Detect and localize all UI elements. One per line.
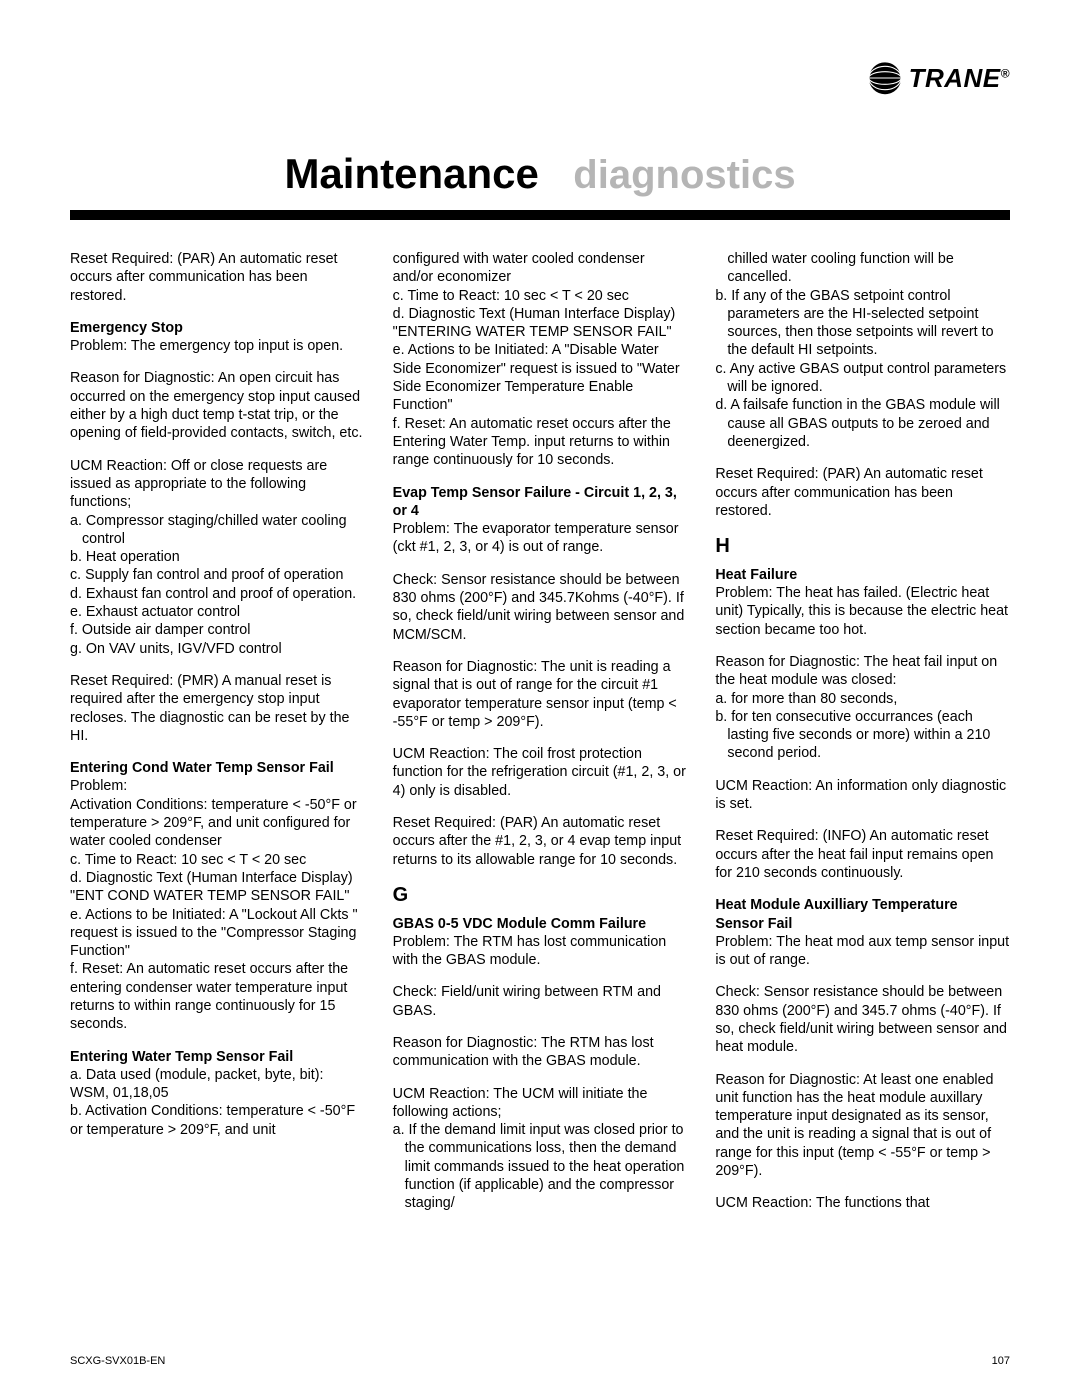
list-item: d. Exhaust fan control and proof of oper… — [70, 585, 365, 603]
list-item: f. Outside air damper control — [70, 621, 365, 639]
body-text: d. Diagnostic Text (Human Interface Disp… — [70, 869, 365, 906]
list-item: g. On VAV units, IGV/VFD control — [70, 640, 365, 658]
brand-logo: TRANE® — [867, 60, 1010, 96]
body-text: Problem: The heat has failed. (Electric … — [715, 584, 1010, 639]
body-text: Reset Required: (INFO) An automatic rese… — [715, 827, 1010, 882]
section-heading: Evap Temp Sensor Failure - Circuit 1, 2,… — [393, 484, 688, 521]
footer-page-number: 107 — [992, 1355, 1010, 1367]
body-text: c. Time to React: 10 sec < T < 20 sec — [393, 287, 688, 305]
body-text: b. Activation Conditions: temperature < … — [70, 1102, 365, 1139]
list-item: b. Heat operation — [70, 548, 365, 566]
list-item: c. Any active GBAS output control parame… — [715, 360, 1010, 397]
body-text: Activation Conditions: temperature < -50… — [70, 796, 365, 851]
body-text: Check: Sensor resistance should be betwe… — [715, 983, 1010, 1056]
body-text: UCM Reaction: Off or close requests are … — [70, 457, 365, 512]
body-text: Reason for Diagnostic: At least one enab… — [715, 1071, 1010, 1181]
body-text: UCM Reaction: An information only diagno… — [715, 777, 1010, 814]
body-text: Problem: The heat mod aux temp sensor in… — [715, 933, 1010, 970]
body-text: Reason for Diagnostic: The RTM has lost … — [393, 1034, 688, 1071]
body-text: e. Actions to be Initiated: A "Disable W… — [393, 341, 688, 414]
body-text: f. Reset: An automatic reset occurs afte… — [70, 960, 365, 1033]
body-text: UCM Reaction: The UCM will initiate the … — [393, 1085, 688, 1122]
section-heading: Entering Cond Water Temp Sensor Fail — [70, 759, 365, 777]
body-text: Reason for Diagnostic: An open circuit h… — [70, 369, 365, 442]
body-text: Reset Required: (PAR) An automatic reset… — [715, 465, 1010, 520]
brand-name: TRANE® — [909, 63, 1010, 94]
page-header: Maintenance diagnostics — [70, 150, 1010, 198]
body-text: f. Reset: An automatic reset occurs afte… — [393, 415, 688, 470]
list-item: a. Compressor staging/chilled water cool… — [70, 512, 365, 549]
list-item: d. A failsafe function in the GBAS modul… — [715, 396, 1010, 451]
body-block: Reason for Diagnostic: The heat fail inp… — [715, 653, 1010, 763]
trane-globe-icon — [867, 60, 903, 96]
body-text: UCM Reaction: The functions that — [715, 1194, 1010, 1212]
list-item: b. If any of the GBAS setpoint control p… — [715, 287, 1010, 360]
footer-doc-id: SCXG-SVX01B-EN — [70, 1355, 165, 1367]
body-text: Reason for Diagnostic: The unit is readi… — [393, 658, 688, 731]
list-item: b. for ten consecutive occurrances (each… — [715, 708, 1010, 763]
section-heading: Heat Failure — [715, 566, 1010, 584]
body-block: Entering Water Temp Sensor Fail a. Data … — [70, 1048, 365, 1139]
section-heading: Entering Water Temp Sensor Fail — [70, 1048, 365, 1066]
body-text: Reset Required: (PMR) A manual reset is … — [70, 672, 365, 745]
body-text: d. Diagnostic Text (Human Interface Disp… — [393, 305, 688, 342]
body-text: Reset Required: (PAR) An automatic reset… — [393, 814, 688, 869]
alpha-index-letter: G — [393, 883, 688, 909]
body-text: Reason for Diagnostic: The heat fail inp… — [715, 653, 1010, 690]
body-columns: Reset Required: (PAR) An automatic reset… — [70, 250, 1010, 1213]
body-block: Entering Cond Water Temp Sensor Fail Pro… — [70, 759, 365, 1033]
body-text: Check: Sensor resistance should be betwe… — [393, 571, 688, 644]
body-text: c. Time to React: 10 sec < T < 20 sec — [70, 851, 365, 869]
body-text: UCM Reaction: The coil frost protection … — [393, 745, 688, 800]
section-heading: Heat Module Auxilliary Temperature Senso… — [715, 896, 1010, 933]
body-text: Check: Field/unit wiring between RTM and… — [393, 983, 688, 1020]
section-heading: Emergency Stop — [70, 319, 365, 337]
body-text: configured with water cooled condenser a… — [393, 250, 688, 287]
body-text: a. Data used (module, packet, byte, bit)… — [70, 1066, 365, 1103]
body-block: UCM Reaction: Off or close requests are … — [70, 457, 365, 658]
body-block: configured with water cooled condenser a… — [393, 250, 688, 470]
body-text: Problem: The RTM has lost communication … — [393, 933, 688, 970]
list-item: c. Supply fan control and proof of opera… — [70, 566, 365, 584]
header-title: Maintenance — [284, 150, 538, 198]
body-text: e. Actions to be Initiated: A "Lockout A… — [70, 906, 365, 961]
body-block: UCM Reaction: The UCM will initiate the … — [393, 1085, 688, 1213]
page-footer: SCXG-SVX01B-EN 107 — [70, 1355, 1010, 1367]
body-text: Problem: — [70, 777, 365, 795]
body-text: Reset Required: (PAR) An automatic reset… — [70, 250, 365, 305]
section-heading: GBAS 0-5 VDC Module Comm Failure — [393, 915, 688, 933]
alpha-index-letter: H — [715, 534, 1010, 560]
list-item: e. Exhaust actuator control — [70, 603, 365, 621]
body-block: chilled water cooling function will be c… — [715, 250, 1010, 451]
header-subtitle: diagnostics — [573, 153, 795, 198]
body-text: chilled water cooling function will be c… — [715, 250, 1010, 287]
body-text: Problem: The evaporator temperature sens… — [393, 520, 688, 557]
header-rule — [70, 210, 1010, 220]
list-item: a. for more than 80 seconds, — [715, 690, 1010, 708]
list-item: a. If the demand limit input was closed … — [393, 1121, 688, 1212]
body-text: Problem: The emergency top input is open… — [70, 337, 365, 355]
